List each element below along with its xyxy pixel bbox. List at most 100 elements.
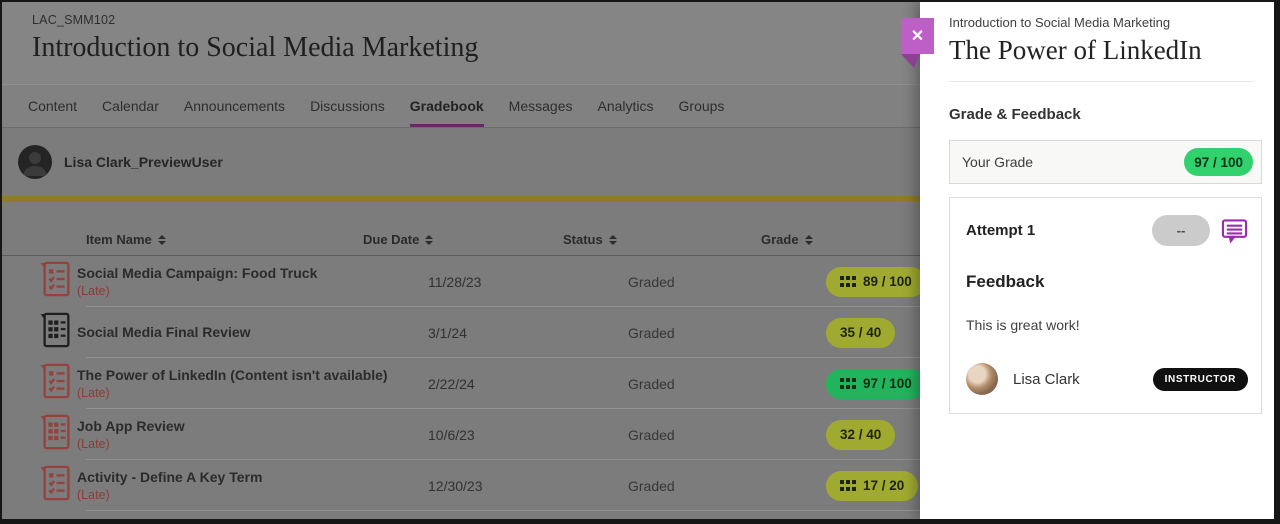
your-grade-card: Your Grade 97 / 100 (949, 140, 1262, 184)
table-row[interactable]: Job App Review (Late) 10/6/23 Graded 32 … (2, 409, 1274, 460)
table-header-row: Item Name Due Date Status Grade (2, 224, 1274, 256)
panel-header: Introduction to Social Media Marketing T… (920, 2, 1274, 82)
table-row[interactable]: Social Media Campaign: Food Truck (Late)… (2, 256, 1274, 307)
due-date-cell: 2/22/24 (428, 375, 475, 392)
attempt-grade-pill: -- (1152, 215, 1210, 246)
item-title[interactable]: Social Media Campaign: Food Truck (77, 265, 318, 282)
column-label: Status (563, 232, 603, 247)
due-date-cell: 3/1/24 (428, 324, 467, 341)
checklist-assignment-icon (39, 260, 77, 303)
late-flag: (Late) (77, 283, 110, 298)
tab-groups[interactable]: Groups (678, 98, 725, 114)
your-grade-label: Your Grade (962, 154, 1034, 170)
user-avatar (18, 145, 52, 179)
item-title[interactable]: Activity - Define A Key Term (77, 469, 263, 486)
table-row[interactable]: Activity - Define A Key Term (Late) 12/3… (2, 460, 1274, 511)
item-title[interactable]: Social Media Final Review (77, 324, 251, 341)
grade-pill[interactable]: 17 / 20 (826, 470, 919, 501)
grade-value: 17 / 20 (863, 478, 905, 493)
status-cell: Graded (628, 477, 675, 494)
item-name-cell[interactable]: Activity - Define A Key Term (Late) (77, 469, 428, 501)
tab-content[interactable]: Content (28, 98, 78, 114)
tab-messages[interactable]: Messages (508, 98, 573, 114)
column-header-status[interactable]: Status (563, 232, 761, 247)
grade-feedback-heading: Grade & Feedback (949, 106, 1081, 123)
grade-value: 97 / 100 (863, 376, 912, 391)
late-flag: (Late) (77, 487, 110, 502)
status-cell: Graded (628, 324, 675, 341)
column-header-grade[interactable]: Grade (761, 232, 813, 247)
column-header-item-name[interactable]: Item Name (2, 232, 363, 247)
grade-pill[interactable]: 97 / 100 (826, 368, 926, 399)
grid-form-icon (39, 311, 77, 354)
item-name-cell[interactable]: Job App Review (Late) (77, 418, 428, 450)
table-row[interactable]: The Power of LinkedIn (Content isn't ava… (2, 358, 1274, 409)
due-date-cell: 12/30/23 (428, 477, 483, 494)
tab-calendar[interactable]: Calendar (102, 98, 159, 114)
item-title[interactable]: Job App Review (77, 418, 185, 435)
user-bar: Lisa Clark_PreviewUser (2, 128, 1274, 196)
feedback-author-row: Lisa Clark INSTRUCTOR (966, 363, 1248, 395)
rubric-grid-icon (840, 479, 856, 491)
instructor-avatar (966, 363, 998, 395)
person-silhouette-icon (23, 152, 47, 176)
late-flag: (Late) (77, 436, 110, 451)
column-label: Item Name (86, 232, 152, 247)
rubric-grid-icon (840, 275, 856, 287)
rubric-grid-icon (840, 377, 856, 389)
late-flag: (Late) (77, 385, 110, 400)
due-date-cell: 10/6/23 (428, 426, 475, 443)
tab-announcements[interactable]: Announcements (183, 98, 286, 114)
checklist-assignment-icon (39, 362, 77, 405)
instructor-role-badge: INSTRUCTOR (1152, 367, 1248, 391)
course-code: LAC_SMM102 (32, 13, 116, 27)
grade-value: 35 / 40 (840, 325, 882, 340)
tab-gradebook[interactable]: Gradebook (409, 85, 484, 127)
panel-body: Grade & Feedback Your Grade 97 / 100 Att… (920, 106, 1274, 414)
item-name-cell[interactable]: The Power of LinkedIn (Content isn't ava… (77, 367, 428, 399)
item-name-cell[interactable]: Social Media Final Review (77, 324, 428, 340)
table-row[interactable]: Social Media Final Review 3/1/24 Graded … (2, 307, 1274, 358)
your-grade-pill: 97 / 100 (1184, 148, 1253, 176)
sort-icon[interactable] (608, 234, 617, 245)
feedback-comment: This is great work! (966, 317, 1080, 333)
tab-analytics[interactable]: Analytics (597, 98, 654, 114)
grade-pill[interactable]: 35 / 40 (826, 317, 896, 348)
column-label: Due Date (363, 232, 420, 247)
sort-icon[interactable] (804, 234, 813, 245)
instructor-name: Lisa Clark (1013, 370, 1080, 388)
attempt-label[interactable]: Attempt 1 (966, 222, 1036, 239)
checklist-assignment-icon (39, 464, 77, 507)
grade-value: 89 / 100 (863, 274, 912, 289)
user-name: Lisa Clark_PreviewUser (64, 154, 223, 170)
item-name-cell[interactable]: Social Media Campaign: Food Truck (Late) (77, 265, 428, 297)
attempt-header: Attempt 1 -- (966, 215, 1248, 246)
gold-divider (2, 196, 1274, 202)
grade-pill[interactable]: 32 / 40 (826, 419, 896, 450)
grid-form-icon (39, 413, 77, 456)
tab-discussions[interactable]: Discussions (310, 98, 385, 114)
column-label: Grade (761, 232, 799, 247)
column-header-due-date[interactable]: Due Date (363, 232, 563, 247)
grade-value: 32 / 40 (840, 427, 882, 442)
panel-divider (949, 81, 1254, 82)
feedback-comment-button[interactable] (1221, 217, 1248, 245)
feedback-bubble-icon (1221, 218, 1248, 244)
due-date-cell: 11/28/23 (428, 273, 482, 290)
close-panel-button[interactable]: ✕ (901, 18, 934, 54)
status-cell: Graded (628, 273, 675, 290)
gradebook-table: Item Name Due Date Status Grade (2, 224, 1274, 511)
grade-pill[interactable]: 89 / 100 (826, 266, 926, 297)
feedback-heading: Feedback (966, 272, 1045, 291)
item-title[interactable]: The Power of LinkedIn (Content isn't ava… (77, 367, 388, 384)
sort-icon[interactable] (425, 234, 434, 245)
close-button-fold (901, 54, 920, 68)
grade-detail-panel: ✕ Introduction to Social Media Marketing… (901, 2, 1274, 519)
status-cell: Graded (628, 426, 675, 443)
panel-course-title: Introduction to Social Media Marketing (949, 15, 1171, 30)
sort-icon[interactable] (157, 234, 166, 245)
status-cell: Graded (628, 375, 675, 392)
attempt-card: Attempt 1 -- Feedback This is great work… (949, 197, 1262, 414)
course-title: Introduction to Social Media Marketing (32, 32, 479, 63)
